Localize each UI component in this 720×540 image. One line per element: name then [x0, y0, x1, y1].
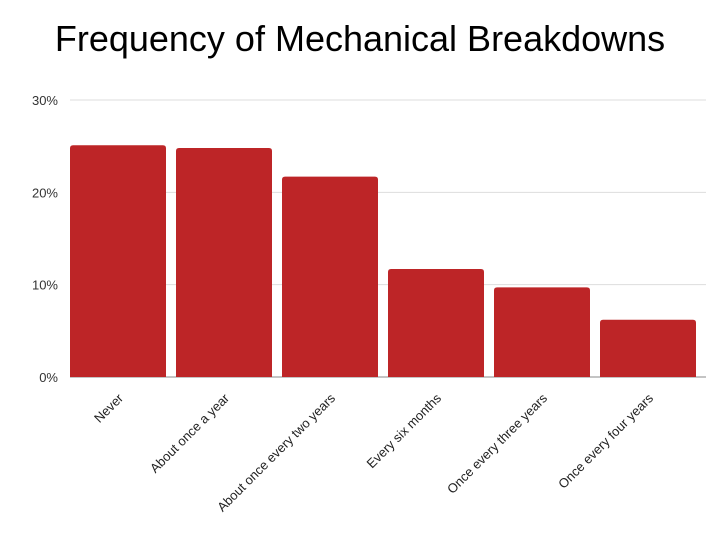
- bar: [494, 287, 590, 377]
- bar: [282, 176, 378, 377]
- y-tick-label: 0%: [39, 370, 58, 385]
- bar: [600, 319, 696, 377]
- x-tick-label: Never: [91, 390, 127, 426]
- bar: [388, 268, 484, 377]
- x-tick-label: About once a year: [147, 390, 233, 476]
- chart-title: Frequency of Mechanical Breakdowns: [54, 18, 666, 59]
- y-tick-label: 10%: [32, 278, 58, 293]
- bar: [176, 148, 272, 377]
- x-tick-label: Once every three years: [444, 390, 551, 497]
- x-tick-label: Every six months: [364, 390, 445, 471]
- x-tick-label: About once every two years: [214, 390, 338, 514]
- y-tick-label: 20%: [32, 185, 58, 200]
- x-tick-label: Once every four years: [555, 390, 656, 491]
- bar: [70, 145, 166, 377]
- y-tick-label: 30%: [32, 93, 58, 108]
